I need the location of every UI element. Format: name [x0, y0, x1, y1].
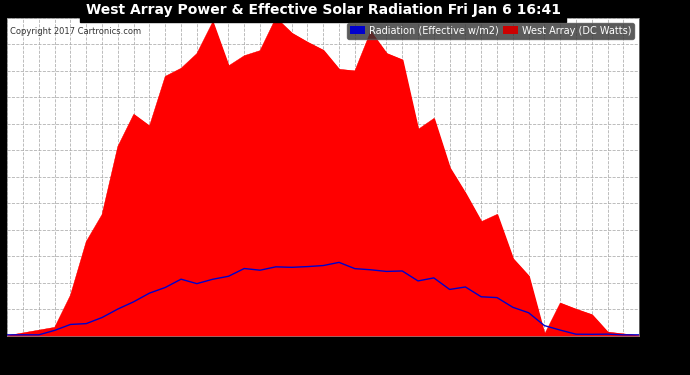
Text: Copyright 2017 Cartronics.com: Copyright 2017 Cartronics.com — [10, 27, 141, 36]
Legend: Radiation (Effective w/m2), West Array (DC Watts): Radiation (Effective w/m2), West Array (… — [348, 23, 634, 39]
Title: West Array Power & Effective Solar Radiation Fri Jan 6 16:41: West Array Power & Effective Solar Radia… — [86, 3, 561, 17]
